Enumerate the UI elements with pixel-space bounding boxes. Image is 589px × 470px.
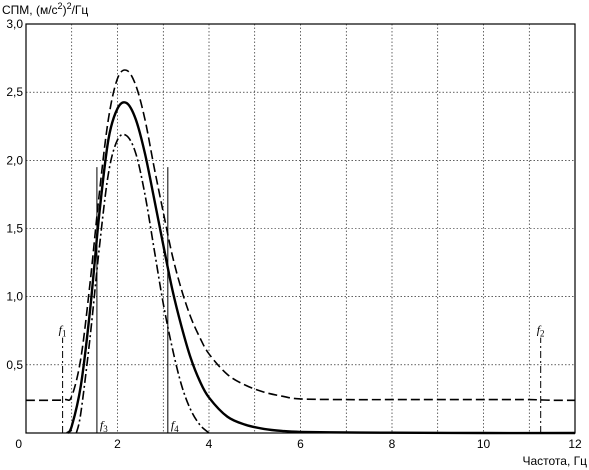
x-tick-label: 6	[297, 437, 304, 451]
x-tick-label: 2	[114, 437, 121, 451]
series-line-dashed	[25, 69, 576, 402]
x-tick-label: 10	[477, 437, 491, 451]
series-line-dashdot	[75, 133, 210, 434]
y-axis-label: СПМ, (м/с2)2/Гц	[2, 1, 88, 17]
grid	[26, 24, 575, 433]
marker-label-f4: f4	[171, 418, 179, 434]
plot-frame	[25, 23, 576, 434]
tick-labels: 0 2 4 6 8 10 12 0,5 1,0 1,5 2,0 2,5 3,0	[6, 17, 582, 451]
marker-label-f2: f2	[537, 323, 545, 339]
y-tick-label: 1,5	[6, 222, 23, 236]
curves	[25, 69, 576, 435]
x-tick-label: 8	[389, 437, 396, 451]
x-tick-label: 4	[206, 437, 213, 451]
y-tick-label: 2,5	[6, 85, 23, 99]
y-tick-label: 2,0	[6, 153, 23, 167]
y-tick-label: 3,0	[6, 17, 23, 31]
y-tick-label: 1,0	[6, 290, 23, 304]
y-tick-label: 0,5	[6, 358, 23, 372]
marker-label-f1: f1	[59, 323, 67, 339]
x-axis-label: Частота, Гц	[522, 454, 587, 468]
series-line-solid	[66, 101, 576, 435]
marker-label-f3: f3	[100, 418, 108, 434]
x-tick-label: 12	[568, 437, 582, 451]
x-tick-label: 0	[15, 437, 22, 451]
frequency-markers: f1 f2 f3 f4	[59, 167, 545, 434]
